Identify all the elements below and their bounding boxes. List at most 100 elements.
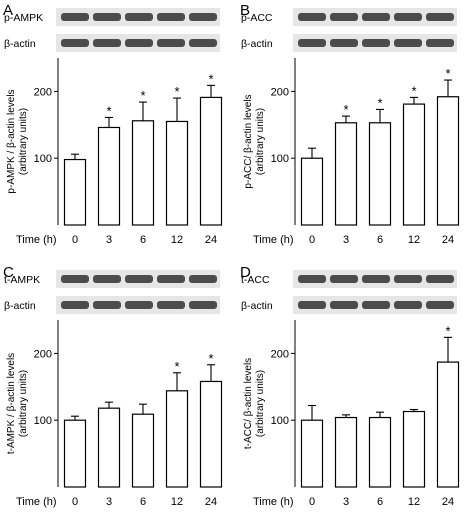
x-tick-label: 12 bbox=[408, 234, 420, 246]
significance-marker: * bbox=[411, 83, 416, 98]
panel-letter: A bbox=[3, 2, 13, 19]
blot-label-actin: β-actin bbox=[241, 38, 273, 50]
blot-band bbox=[93, 39, 121, 47]
x-tick-label: 6 bbox=[140, 234, 146, 246]
blot-band bbox=[362, 13, 390, 21]
x-tick-label: 6 bbox=[140, 496, 146, 508]
significance-marker: * bbox=[377, 95, 382, 110]
y-tick-label: 200 bbox=[271, 86, 289, 98]
blot-band bbox=[125, 13, 153, 21]
blot-band bbox=[330, 13, 358, 21]
blot-band bbox=[426, 301, 454, 309]
x-tick-label: 3 bbox=[343, 234, 349, 246]
x-axis-title: Time (h) bbox=[253, 234, 294, 246]
x-tick-label: 3 bbox=[343, 496, 349, 508]
bar bbox=[131, 413, 155, 488]
bar bbox=[199, 380, 223, 488]
x-tick-label: 6 bbox=[377, 234, 383, 246]
y-axis-subtitle: (arbitrary units) bbox=[18, 370, 29, 437]
blot-band bbox=[362, 301, 390, 309]
blot-band bbox=[189, 275, 217, 283]
panel-letter: B bbox=[240, 2, 250, 19]
blot-band bbox=[157, 301, 185, 309]
blot-band bbox=[298, 13, 326, 21]
x-tick-label: 3 bbox=[106, 234, 112, 246]
blot-band bbox=[189, 301, 217, 309]
bar bbox=[131, 120, 155, 226]
x-tick-label: 0 bbox=[309, 496, 315, 508]
x-tick-label: 0 bbox=[72, 234, 78, 246]
bar bbox=[300, 157, 324, 226]
bar bbox=[402, 410, 426, 488]
blot-band bbox=[189, 39, 217, 47]
y-tick-label: 100 bbox=[34, 415, 52, 427]
blot-band bbox=[93, 275, 121, 283]
significance-marker: * bbox=[208, 71, 213, 86]
significance-marker: * bbox=[208, 351, 213, 366]
blot-label-actin: β-actin bbox=[241, 300, 273, 312]
blot-band bbox=[330, 39, 358, 47]
blot-band bbox=[330, 301, 358, 309]
blot-band bbox=[157, 13, 185, 21]
bar bbox=[300, 419, 324, 488]
panel-letter: C bbox=[3, 264, 14, 281]
x-tick-label: 24 bbox=[442, 496, 454, 508]
blot-band bbox=[426, 13, 454, 21]
y-axis-title: p-ACC/ β-actin levels bbox=[243, 94, 254, 188]
blot-band bbox=[394, 39, 422, 47]
blot-label-target: t-ACC bbox=[241, 274, 270, 286]
y-axis-subtitle: (arbitrary units) bbox=[255, 108, 266, 175]
x-tick-label: 0 bbox=[309, 234, 315, 246]
blot-band bbox=[330, 275, 358, 283]
y-tick-label: 100 bbox=[271, 415, 289, 427]
bar bbox=[63, 419, 87, 488]
blot-band bbox=[61, 301, 89, 309]
panel-c-chart: Ct-AMPK β-actin 100 200 t-AMPK / β-actin lev… bbox=[3, 264, 223, 508]
bar bbox=[334, 416, 358, 488]
blot-band bbox=[157, 39, 185, 47]
bar bbox=[165, 120, 189, 226]
panel-b-chart: Bp-ACC β-actin 100 200 p-ACC/ β-actin levels… bbox=[240, 2, 460, 246]
bar bbox=[402, 103, 426, 226]
x-tick-label: 24 bbox=[442, 234, 454, 246]
blot-band bbox=[125, 39, 153, 47]
bar bbox=[368, 122, 392, 226]
blot-band bbox=[426, 39, 454, 47]
bar bbox=[436, 361, 460, 488]
blot-band bbox=[93, 301, 121, 309]
blot-label-actin: β-actin bbox=[4, 300, 36, 312]
significance-marker: * bbox=[445, 66, 450, 81]
x-tick-label: 12 bbox=[171, 234, 183, 246]
x-tick-label: 3 bbox=[106, 496, 112, 508]
blot-band bbox=[394, 275, 422, 283]
bar bbox=[97, 126, 121, 226]
y-tick-label: 100 bbox=[34, 153, 52, 165]
blot-band bbox=[125, 275, 153, 283]
y-axis-subtitle: (arbitrary units) bbox=[255, 370, 266, 437]
blot-band bbox=[61, 275, 89, 283]
significance-marker: * bbox=[174, 84, 179, 99]
x-tick-label: 24 bbox=[205, 234, 217, 246]
bar bbox=[199, 96, 223, 226]
blot-band bbox=[61, 13, 89, 21]
blot-band bbox=[298, 39, 326, 47]
significance-marker: * bbox=[445, 323, 450, 338]
bar bbox=[165, 390, 189, 488]
blot-band bbox=[298, 275, 326, 283]
blot-band bbox=[394, 13, 422, 21]
bar bbox=[436, 96, 460, 226]
x-tick-label: 6 bbox=[377, 496, 383, 508]
y-tick-label: 100 bbox=[271, 153, 289, 165]
blot-label-target: t-AMPK bbox=[4, 274, 40, 286]
panel-d-chart: Dt-ACC β-actin 100 200 t-ACC/ β-actin levels… bbox=[240, 264, 460, 508]
panel-letter: D bbox=[240, 264, 251, 281]
blot-label-target: p-ACC bbox=[241, 12, 273, 24]
x-axis-title: Time (h) bbox=[16, 234, 57, 246]
blot-band bbox=[189, 13, 217, 21]
x-tick-label: 0 bbox=[72, 496, 78, 508]
y-tick-label: 200 bbox=[34, 86, 52, 98]
bar bbox=[63, 158, 87, 226]
